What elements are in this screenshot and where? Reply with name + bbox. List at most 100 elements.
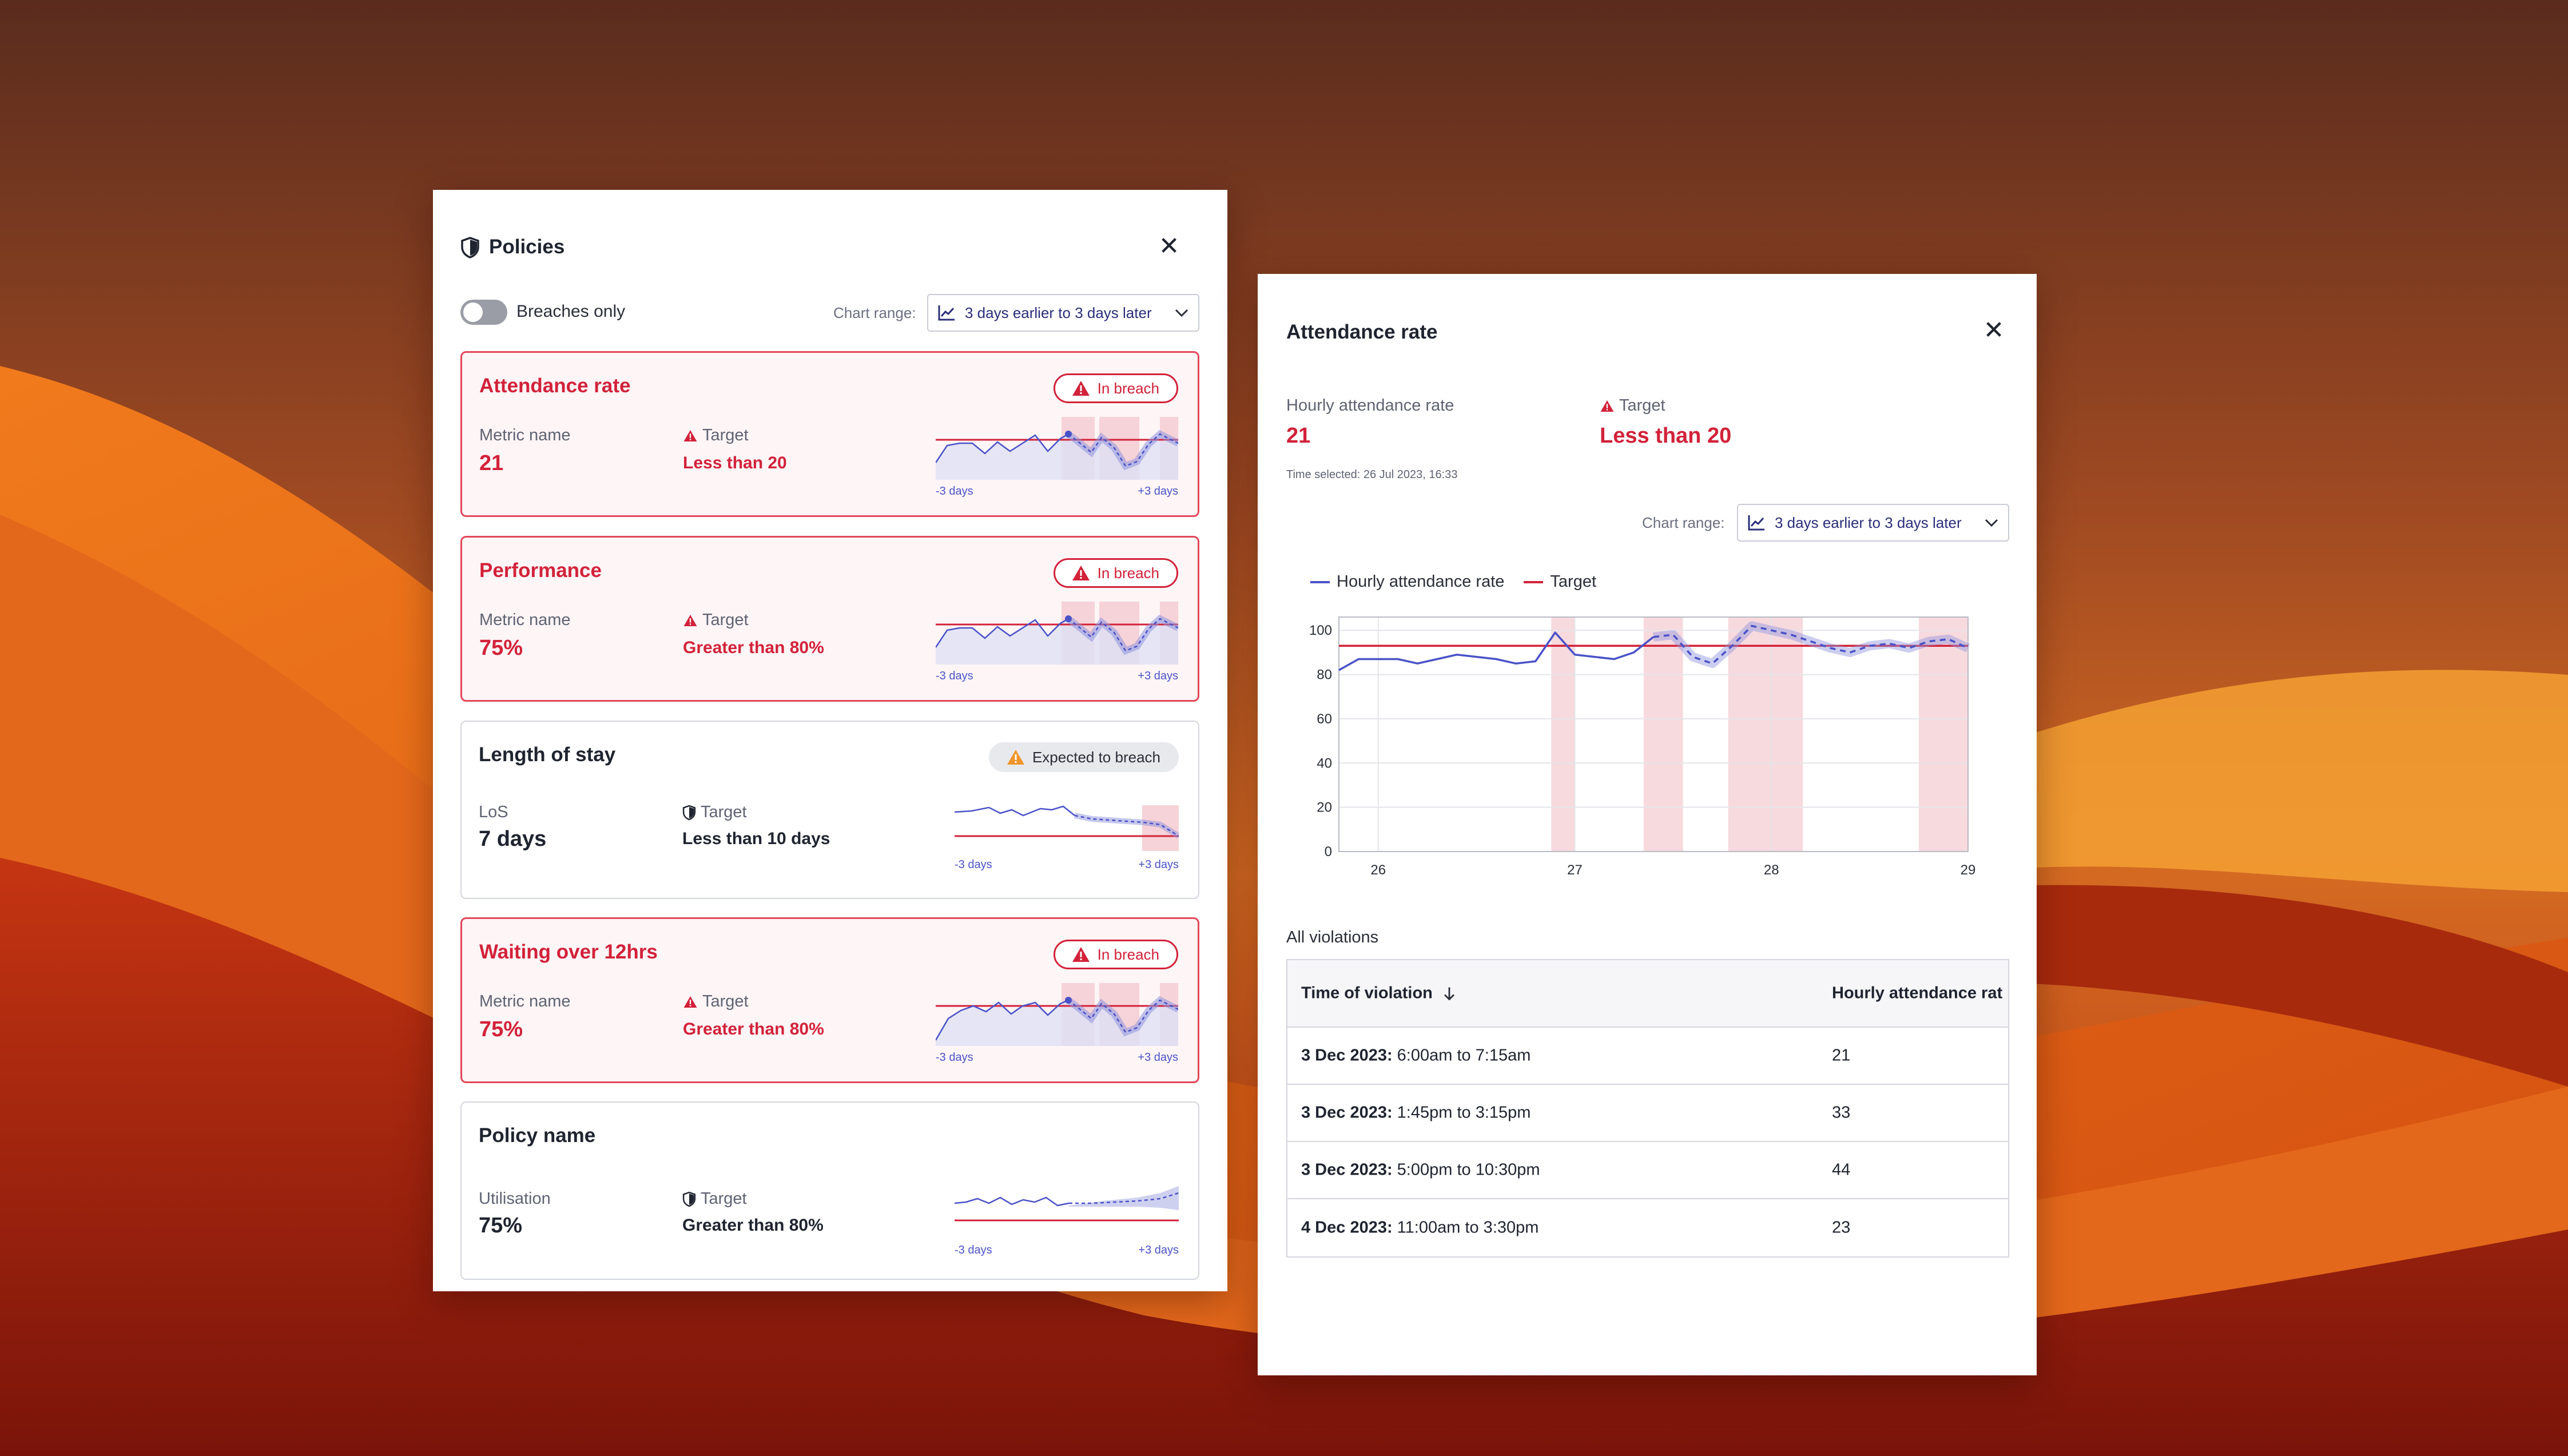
x-tick-label: 26 <box>1370 862 1386 878</box>
close-button[interactable]: ✕ <box>1983 316 2005 344</box>
table-row[interactable]: 3 Dec 2023: 6:00am to 7:15am 21 <box>1287 1028 2008 1085</box>
warning-icon <box>1072 381 1090 396</box>
warning-icon <box>1072 947 1090 962</box>
policy-card-waiting[interactable]: Waiting over 12hrs In breach Metric name… <box>460 917 1199 1083</box>
card-title: Policy name <box>479 1124 596 1147</box>
shield-icon <box>682 805 696 820</box>
metric-value: 21 <box>1286 424 1311 448</box>
range-start-label: -3 days <box>936 670 973 682</box>
card-title: Performance <box>479 559 602 582</box>
y-tick-label: 60 <box>1317 711 1332 727</box>
warning-icon <box>1072 566 1090 580</box>
cell-date: 4 Dec 2023: <box>1301 1218 1393 1237</box>
policy-card-attendance[interactable]: Attendance rate In breach Metric name 21… <box>460 351 1199 517</box>
cell-date: 3 Dec 2023: <box>1301 1103 1393 1122</box>
target-label-row: Target <box>683 426 749 445</box>
breaches-only-toggle[interactable] <box>460 300 507 325</box>
chart-legend: Hourly attendance rate Target <box>1310 572 1596 591</box>
target-value: Less than 10 days <box>682 829 830 848</box>
table-row[interactable]: 3 Dec 2023: 5:00pm to 10:30pm 44 <box>1287 1142 2008 1199</box>
legend-label: Hourly attendance rate <box>1337 572 1505 591</box>
status-badge: In breach <box>1053 373 1178 403</box>
shield-icon <box>682 1191 696 1207</box>
metric-label: Metric name <box>479 611 571 629</box>
sparkline-chart: -3 days +3 days <box>955 805 1179 871</box>
close-button[interactable]: ✕ <box>1158 232 1180 260</box>
attendance-line-chart: 0 20 40 60 80 100 26 27 28 29 <box>1309 616 1976 878</box>
cell-rate: 23 <box>1832 1218 1851 1237</box>
warning-icon <box>683 429 697 441</box>
metric-label: Hourly attendance rate <box>1286 396 1454 415</box>
cell-date: 3 Dec 2023: <box>1301 1160 1393 1179</box>
warning-icon <box>683 614 697 626</box>
range-start-label: -3 days <box>936 1051 973 1063</box>
range-end-label: +3 days <box>1138 1051 1178 1063</box>
chart-range-select[interactable]: 3 days earlier to 3 days later <box>927 294 1199 332</box>
shield-icon <box>461 237 479 258</box>
x-tick-label: 29 <box>1961 862 1976 878</box>
sparkline-chart: -3 days +3 days <box>936 417 1178 497</box>
column-header-rate[interactable]: Hourly attendance rat <box>1832 984 2003 1003</box>
line-chart-icon <box>1748 515 1764 531</box>
metric-label: Metric name <box>479 426 571 444</box>
warning-icon <box>683 996 697 1008</box>
legend-label: Target <box>1550 572 1597 591</box>
cell-rate: 33 <box>1832 1103 1851 1122</box>
policy-card-length-of-stay[interactable]: Length of stay Expected to breach LoS 7 … <box>460 721 1199 899</box>
cell-rate: 44 <box>1832 1160 1851 1179</box>
table-row[interactable]: 4 Dec 2023: 11:00am to 3:30pm 23 <box>1287 1199 2008 1256</box>
breach-band <box>1728 617 1803 852</box>
chart-range-label: Chart range: <box>1642 514 1725 531</box>
metric-value: 75% <box>479 636 523 660</box>
policies-panel: Policies ✕ Breaches only Chart range: 3 … <box>433 190 1227 1291</box>
target-label-row: Target <box>682 803 747 822</box>
chart-range-select[interactable]: 3 days earlier to 3 days later <box>1737 504 2009 542</box>
y-tick-label: 80 <box>1317 667 1332 683</box>
toggle-label: Breaches only <box>516 302 626 321</box>
legend-item-target: Target <box>1524 572 1596 591</box>
y-tick-label: 0 <box>1325 844 1332 860</box>
status-badge: In breach <box>1053 558 1178 588</box>
breach-band <box>1643 617 1683 852</box>
metric-value: 7 days <box>479 827 547 851</box>
plot-frame <box>1338 616 1969 852</box>
table-header: Time of violation Hourly attendance rat <box>1287 960 2008 1028</box>
status-badge-label: In breach <box>1097 379 1159 397</box>
warning-icon <box>1600 400 1614 412</box>
y-tick-label: 100 <box>1309 623 1332 638</box>
status-badge-label: In breach <box>1097 945 1159 963</box>
target-value: Less than 20 <box>1600 424 1732 448</box>
target-value: Greater than 80% <box>683 1020 824 1039</box>
target-label-row: Target <box>683 992 749 1011</box>
metric-value: 21 <box>479 451 504 475</box>
panel-title: Attendance rate <box>1286 321 1438 343</box>
sparkline-chart: -3 days +3 days <box>936 983 1178 1063</box>
breach-band <box>1551 617 1575 852</box>
policy-card-performance[interactable]: Performance In breach Metric name 75% Ta… <box>460 536 1199 702</box>
cell-time: 3 Dec 2023: 5:00pm to 10:30pm <box>1301 1161 1540 1180</box>
cell-date: 3 Dec 2023: <box>1301 1046 1393 1065</box>
policy-card-policy-name[interactable]: Policy name Utilisation 75% Target Great… <box>460 1101 1199 1280</box>
sparkline-chart: -3 days +3 days <box>936 602 1178 682</box>
target-value: Less than 20 <box>683 453 787 472</box>
range-start-label: -3 days <box>955 1244 992 1256</box>
chevron-down-icon <box>1175 309 1188 317</box>
target-value: Greater than 80% <box>683 638 824 657</box>
time-selected: Time selected: 26 Jul 2023, 16:33 <box>1286 468 1458 481</box>
column-header-time[interactable]: Time of violation <box>1301 984 1456 1003</box>
target-label: Target <box>701 803 747 821</box>
table-row[interactable]: 3 Dec 2023: 1:45pm to 3:15pm 33 <box>1287 1085 2008 1142</box>
range-end-label: +3 days <box>1138 1244 1179 1256</box>
section-title: All violations <box>1286 928 1379 946</box>
card-title: Length of stay <box>479 743 616 766</box>
target-label: Target <box>1619 396 1665 415</box>
status-badge-label: Expected to breach <box>1032 748 1160 766</box>
metric-label: LoS <box>479 803 508 821</box>
range-end-label: +3 days <box>1138 485 1178 497</box>
status-badge-label: In breach <box>1097 564 1159 582</box>
cell-rate: 21 <box>1832 1046 1851 1065</box>
breach-band <box>1919 617 1968 852</box>
target-label: Target <box>702 611 749 629</box>
chart-range-value: 3 days earlier to 3 days later <box>1775 514 1962 531</box>
series-line-hourly-attendance <box>1338 631 1655 671</box>
